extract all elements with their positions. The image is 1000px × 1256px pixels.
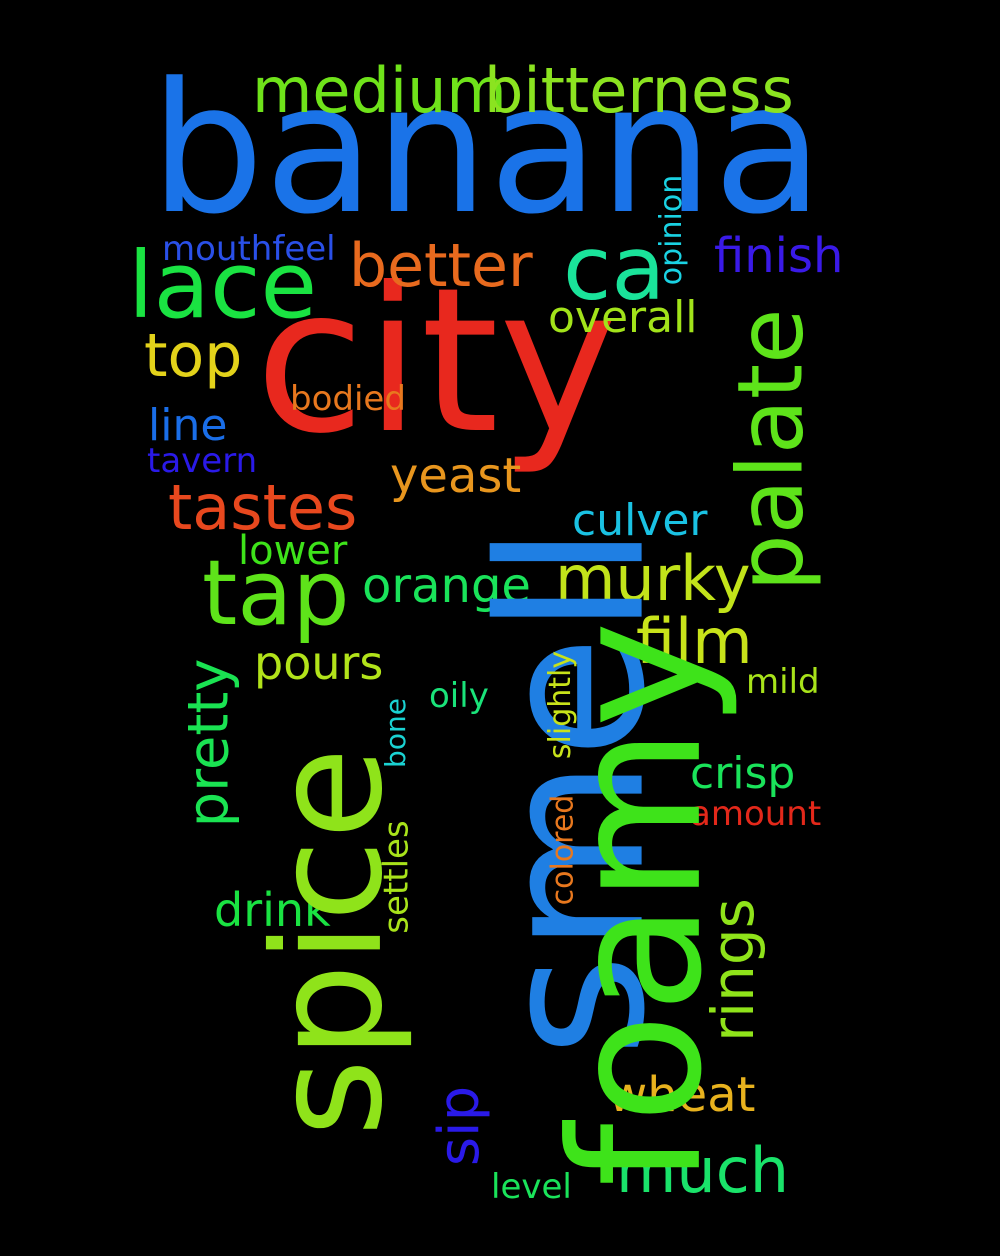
word-colored: colored — [545, 794, 581, 906]
word-mild: mild — [746, 662, 820, 702]
word-bodied: bodied — [290, 379, 406, 419]
word-palate: palate — [718, 308, 824, 592]
word-lace: lace — [128, 232, 318, 339]
word-crisp: crisp — [690, 748, 796, 799]
word-much: much — [616, 1134, 790, 1207]
word-mouthfeel: mouthfeel — [162, 229, 336, 269]
word-tavern: tavern — [147, 441, 258, 481]
word-sip: sip — [427, 1085, 493, 1167]
word-tastes: tastes — [168, 471, 358, 544]
word-spice: spice — [241, 747, 416, 1137]
word-murky: murky — [555, 542, 751, 615]
word-overall: overall — [548, 292, 698, 343]
word-banana: banana — [150, 45, 824, 254]
word-pours: pours — [254, 636, 384, 690]
word-tap: tap — [202, 541, 350, 646]
word-film: film — [636, 605, 753, 678]
word-pretty: pretty — [176, 658, 242, 828]
word-yeast: yeast — [390, 448, 522, 504]
word-oily: oily — [429, 676, 489, 716]
word-better: better — [349, 231, 533, 301]
word-orange: orange — [362, 558, 531, 614]
word-rings: rings — [698, 898, 767, 1042]
word-amount: amount — [690, 794, 822, 834]
word-drink: drink — [214, 883, 331, 937]
word-line: line — [148, 400, 228, 451]
word-bitterness: bitterness — [484, 54, 794, 127]
word-wheat: wheat — [608, 1067, 756, 1123]
word-slightly: slightly — [543, 650, 579, 760]
word-medium: medium — [252, 54, 507, 127]
word-city: city — [255, 245, 618, 478]
word-finish: finish — [714, 228, 844, 284]
word-level: level — [491, 1167, 572, 1207]
word-settles: settles — [376, 820, 417, 934]
word-opinion: opinion — [654, 174, 690, 286]
word-culver: culver — [572, 495, 708, 546]
word-ca: ca — [563, 217, 666, 320]
word-bone: bone — [378, 698, 412, 768]
word-lower: lower — [238, 528, 348, 574]
word-top: top — [144, 321, 243, 391]
